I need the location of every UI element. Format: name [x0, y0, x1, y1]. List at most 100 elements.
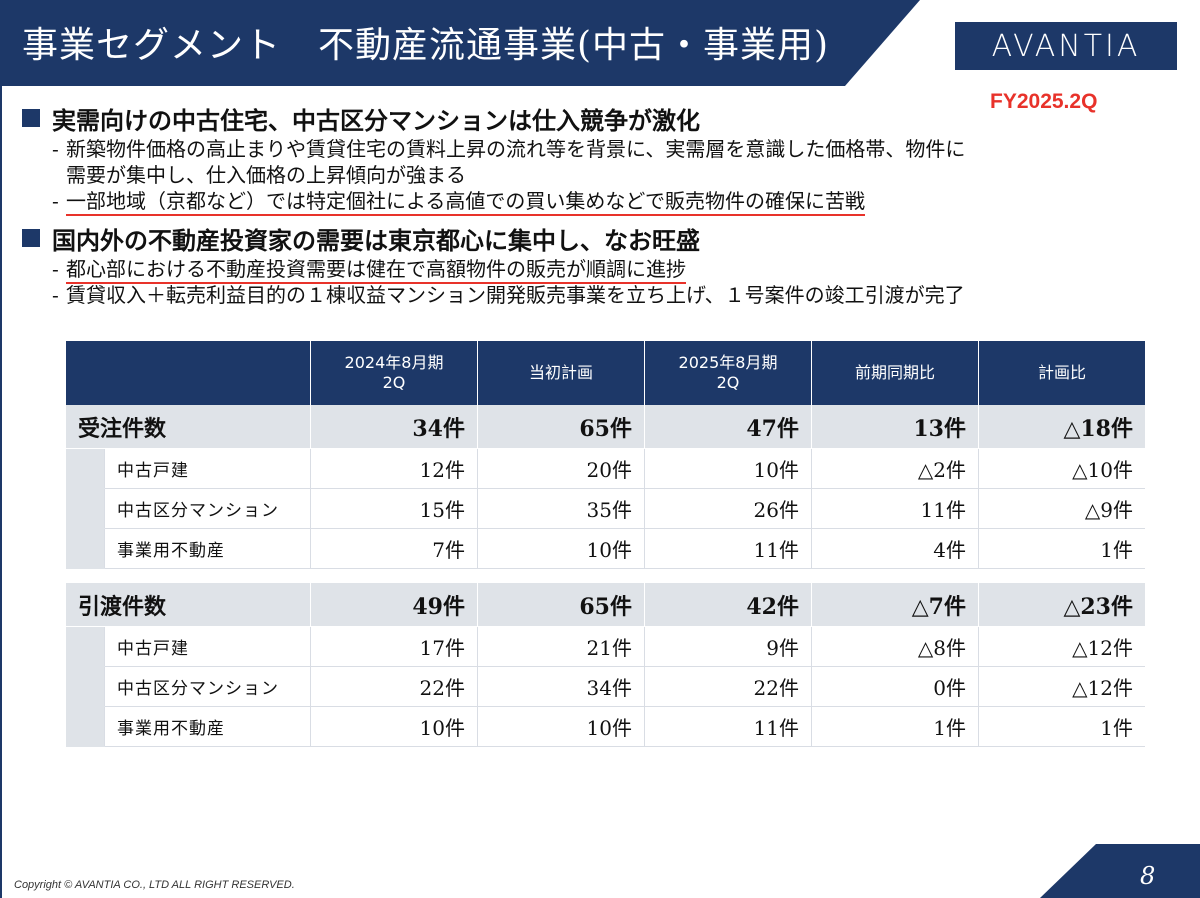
row-label: 中古区分マンション [104, 666, 311, 707]
table-cell: 0件 [811, 666, 979, 707]
table-cell: 22件 [644, 666, 812, 707]
dash-marker: - [52, 137, 59, 161]
group-label: 受注件数 [66, 405, 311, 449]
table-cell: △8件 [811, 626, 979, 667]
table-cell: 49件 [310, 583, 478, 627]
group-row-deliveries: 引渡件数 49件 65件 42件 △7件 △23件 [66, 583, 1145, 627]
table-cell: 13件 [811, 405, 979, 449]
table-cell: 1件 [811, 706, 979, 747]
table-cell: 22件 [310, 666, 478, 707]
table-cell: 15件 [310, 488, 478, 529]
indent-cell [66, 706, 105, 747]
underlined-bullet-text: 一部地域（京都など）では特定個社による高値での買い集めなどで販売物件の確保に苦戦 [66, 189, 865, 216]
col-header-yoy: 前期同期比 [811, 341, 979, 405]
order-delivery-table: 2024年8月期 2Q 当初計画 2025年8月期 2Q 前期同期比 計画比 受注件… [66, 341, 1145, 747]
table-cell: 21件 [477, 626, 645, 667]
indent-cell [66, 626, 105, 667]
page-title: 事業セグメント 不動産流通事業(中古・事業用) [22, 25, 830, 66]
square-bullet-icon [22, 109, 40, 127]
row-label: 中古戸建 [104, 448, 311, 489]
table-cell: 65件 [477, 583, 645, 627]
table-cell: 10件 [477, 528, 645, 569]
table-cell: 1件 [978, 528, 1145, 569]
header-banner: 事業セグメント 不動産流通事業(中古・事業用) AVANTIA [0, 0, 1200, 88]
table-cell: 11件 [811, 488, 979, 529]
table-cell: △7件 [811, 583, 979, 627]
dash-marker: - [52, 257, 59, 281]
bullet-item: - 新築物件価格の高止まりや賃貸住宅の賃料上昇の流れ等を背景に、実需層を意識した… [22, 136, 1182, 188]
table-cell: △23件 [978, 583, 1145, 627]
table-cell: △12件 [978, 666, 1145, 707]
dash-marker: - [52, 283, 59, 307]
header-background [0, 0, 920, 86]
row-label: 中古戸建 [104, 626, 311, 667]
table-cell: 10件 [644, 448, 812, 489]
dash-marker: - [52, 189, 59, 213]
table-cell: 65件 [477, 405, 645, 449]
table-cell: 4件 [811, 528, 979, 569]
table-cell: △10件 [978, 448, 1145, 489]
table-cell: 17件 [310, 626, 478, 667]
table-cell: 47件 [644, 405, 812, 449]
table-cell: 1件 [978, 706, 1145, 747]
group-label: 引渡件数 [66, 583, 311, 627]
table-spacer [66, 568, 1145, 583]
square-bullet-icon [22, 229, 40, 247]
left-frame-line [0, 86, 2, 898]
table-row: 中古戸建 12件 20件 10件 △2件 △10件 [66, 448, 1145, 489]
table-cell: 20件 [477, 448, 645, 489]
table-cell: 11件 [644, 706, 812, 747]
bullet-text: 新築物件価格の高止まりや賃貸住宅の賃料上昇の流れ等を背景に、実需層を意識した価格… [66, 137, 966, 161]
bullet-item: - 賃貸収入＋転売利益目的の１棟収益マンション開発販売事業を立ち上げ、１号案件の… [22, 282, 1182, 308]
fiscal-period: FY2025.2Q [990, 90, 1098, 113]
bullet-heading-text: 実需向けの中古住宅、中古区分マンションは仕入競争が激化 [52, 105, 700, 135]
indent-cell [66, 488, 105, 529]
col-header-fy2025-2q: 2025年8月期 2Q [644, 341, 812, 405]
table-cell: 26件 [644, 488, 812, 529]
table-cell: 11件 [644, 528, 812, 569]
bullet-text-continued: 需要が集中し、仕入価格の上昇傾向が強まる [66, 163, 466, 187]
bullet-heading-1: 実需向けの中古住宅、中古区分マンションは仕入競争が激化 [22, 100, 1182, 136]
col-header-fy2024-2q: 2024年8月期 2Q [310, 341, 478, 405]
table-cell: △2件 [811, 448, 979, 489]
table-cell: 34件 [477, 666, 645, 707]
col-header-vs-plan: 計画比 [978, 341, 1145, 405]
bullet-item: - 一部地域（京都など）では特定個社による高値での買い集めなどで販売物件の確保に… [22, 188, 1182, 216]
bullet-heading-text: 国内外の不動産投資家の需要は東京都心に集中し、なお旺盛 [52, 225, 700, 255]
bullet-item: - 都心部における不動産投資需要は健在で高額物件の販売が順調に進捗 [22, 256, 1182, 284]
bullet-heading-2: 国内外の不動産投資家の需要は東京都心に集中し、なお旺盛 [22, 220, 1182, 256]
table-header-row: 2024年8月期 2Q 当初計画 2025年8月期 2Q 前期同期比 計画比 [66, 341, 1145, 405]
table-cell: 10件 [310, 706, 478, 747]
indent-cell [66, 448, 105, 489]
copyright-text: Copyright © AVANTIA CO., LTD ALL RIGHT R… [14, 879, 295, 891]
table-cell: △9件 [978, 488, 1145, 529]
table-row: 事業用不動産 7件 10件 11件 4件 1件 [66, 528, 1145, 569]
table-row: 中古区分マンション 15件 35件 26件 11件 △9件 [66, 488, 1145, 529]
table-cell: 42件 [644, 583, 812, 627]
table-cell: 10件 [477, 706, 645, 747]
table-cell: △12件 [978, 626, 1145, 667]
table-cell: 9件 [644, 626, 812, 667]
group-row-orders: 受注件数 34件 65件 47件 13件 △18件 [66, 405, 1145, 449]
table-row: 中古戸建 17件 21件 9件 △8件 △12件 [66, 626, 1145, 667]
footer-corner-shape [1040, 844, 1200, 898]
bullet-text: 賃貸収入＋転売利益目的の１棟収益マンション開発販売事業を立ち上げ、１号案件の竣工… [66, 283, 965, 307]
indent-cell [66, 666, 105, 707]
table-cell: 7件 [310, 528, 478, 569]
table-header-blank [66, 341, 311, 405]
table-cell: 35件 [477, 488, 645, 529]
page-number: 8 [1140, 862, 1156, 890]
bullet-section: 実需向けの中古住宅、中古区分マンションは仕入競争が激化 - 新築物件価格の高止ま… [22, 100, 1182, 308]
table-row: 事業用不動産 10件 10件 11件 1件 1件 [66, 706, 1145, 747]
table-cell: 34件 [310, 405, 478, 449]
row-label: 中古区分マンション [104, 488, 311, 529]
table-cell: 12件 [310, 448, 478, 489]
table-cell: △18件 [978, 405, 1145, 449]
row-label: 事業用不動産 [104, 528, 311, 569]
indent-cell [66, 528, 105, 569]
company-logo: AVANTIA [955, 22, 1177, 70]
table-row: 中古区分マンション 22件 34件 22件 0件 △12件 [66, 666, 1145, 707]
col-header-initial-plan: 当初計画 [477, 341, 645, 405]
underlined-bullet-text: 都心部における不動産投資需要は健在で高額物件の販売が順調に進捗 [66, 257, 686, 284]
row-label: 事業用不動産 [104, 706, 311, 747]
